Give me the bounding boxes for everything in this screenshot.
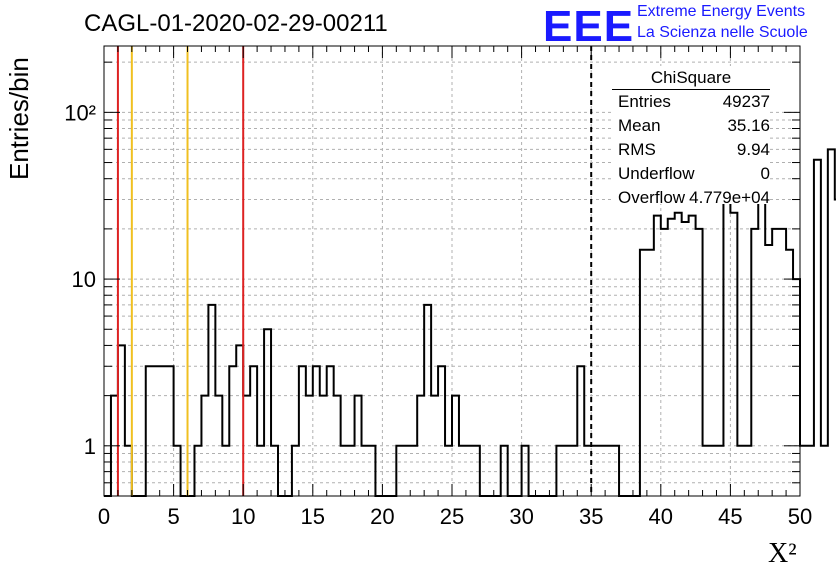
y-tick-label: 10² [64,100,96,125]
x-tick-label: 50 [788,504,812,529]
logo-line-2: La Scienza nelle Scuole [637,24,808,41]
x-tick-label: 40 [649,504,673,529]
x-tick-label: 20 [370,504,394,529]
y-tick-label: 1 [84,434,96,459]
stats-row-overflow: Overflow 4.779e+04 [618,188,770,207]
y-axis-label: Entries/bin [4,57,34,180]
stats-divider [612,89,770,90]
stats-row-mean: Mean 35.16 [618,116,770,135]
x-tick-label: 10 [231,504,255,529]
chart-title: CAGL-01-2020-02-29-00211 [84,10,388,37]
x-tick-label: 0 [98,504,110,529]
stats-title: ChiSquare [650,68,732,87]
threshold-lines [116,46,593,496]
x-tick-label: 35 [579,504,603,529]
x-tick-label: 5 [167,504,179,529]
x-tick-label: 25 [440,504,464,529]
y-tick-label: 10 [72,267,96,292]
stats-row-underflow: Underflow 0 [618,164,770,183]
axes: 0 5 10 15 20 25 30 35 40 45 50 1 10 10² [64,45,812,529]
logo-line-1: Extreme Energy Events [637,3,806,20]
x-tick-label: 45 [718,504,742,529]
x-axis-label: X² [768,538,797,569]
stats-box: ChiSquare Entries 49237 Mean 35.16 RMS 9.94… [612,66,770,207]
stats-row-rms: RMS 9.94 [618,140,770,159]
histogram-bars [104,148,836,497]
stats-row-entries: Entries 49237 [618,92,770,111]
x-tick-label: 15 [301,504,325,529]
x-tick-label: 30 [509,504,533,529]
eee-logo: EEE [543,2,635,51]
histogram-outline [104,148,836,497]
